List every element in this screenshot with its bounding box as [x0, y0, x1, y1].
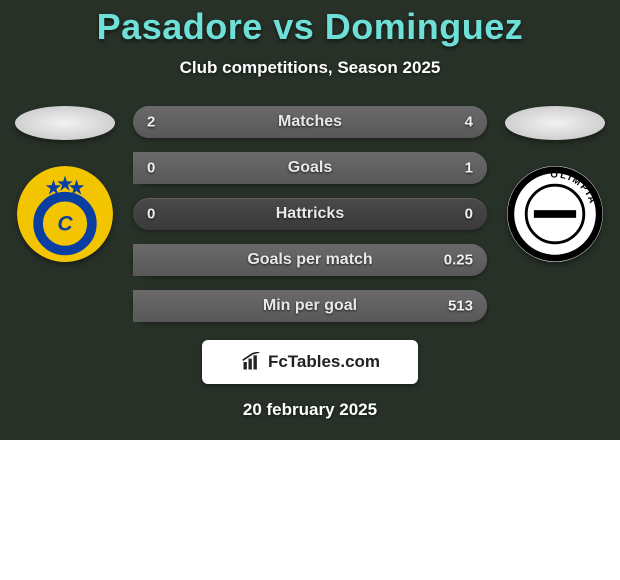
- right-side: OLIMPIA: [505, 106, 605, 262]
- stat-label: Matches: [278, 113, 342, 131]
- stat-value-left: 0: [147, 160, 155, 177]
- right-team-crest: OLIMPIA: [507, 166, 603, 262]
- content-row: C 2 Matches 4 0 Goals 1 0 Hattricks 0 Goals per m…: [0, 106, 620, 322]
- stat-value-right: 0: [465, 206, 473, 223]
- stat-value-left: 2: [147, 114, 155, 131]
- stat-value-right: 513: [448, 298, 473, 315]
- stat-label: Hattricks: [276, 205, 344, 223]
- stat-value-right: 4: [465, 114, 473, 131]
- stat-label: Min per goal: [263, 297, 357, 315]
- stat-row: Min per goal 513: [133, 290, 487, 322]
- comparison-card: Pasadore vs Dominguez Club competitions,…: [0, 0, 620, 440]
- stat-label: Goals: [288, 159, 332, 177]
- stat-row: 0 Goals 1: [133, 152, 487, 184]
- stats-column: 2 Matches 4 0 Goals 1 0 Hattricks 0 Goals per mat…: [133, 106, 487, 322]
- svg-text:C: C: [57, 212, 73, 235]
- right-player-avatar: [505, 106, 605, 140]
- chart-icon: [240, 352, 262, 372]
- stat-row: 0 Hattricks 0: [133, 198, 487, 230]
- stat-row: 2 Matches 4: [133, 106, 487, 138]
- stat-value-right: 0.25: [444, 252, 473, 269]
- left-player-avatar: [15, 106, 115, 140]
- subtitle: Club competitions, Season 2025: [0, 58, 620, 78]
- left-crest-svg: C: [17, 166, 113, 262]
- brand-text: FcTables.com: [268, 352, 380, 372]
- stat-value-right: 1: [465, 160, 473, 177]
- left-side: C: [15, 106, 115, 262]
- empty-area: [0, 440, 620, 580]
- brand-box: FcTables.com: [202, 340, 418, 384]
- stat-row: Goals per match 0.25: [133, 244, 487, 276]
- stat-label: Goals per match: [247, 251, 372, 269]
- left-team-crest: C: [17, 166, 113, 262]
- date-text: 20 february 2025: [0, 400, 620, 420]
- right-crest-svg: OLIMPIA: [507, 166, 603, 262]
- stat-value-left: 0: [147, 206, 155, 223]
- headline: Pasadore vs Dominguez: [0, 6, 620, 48]
